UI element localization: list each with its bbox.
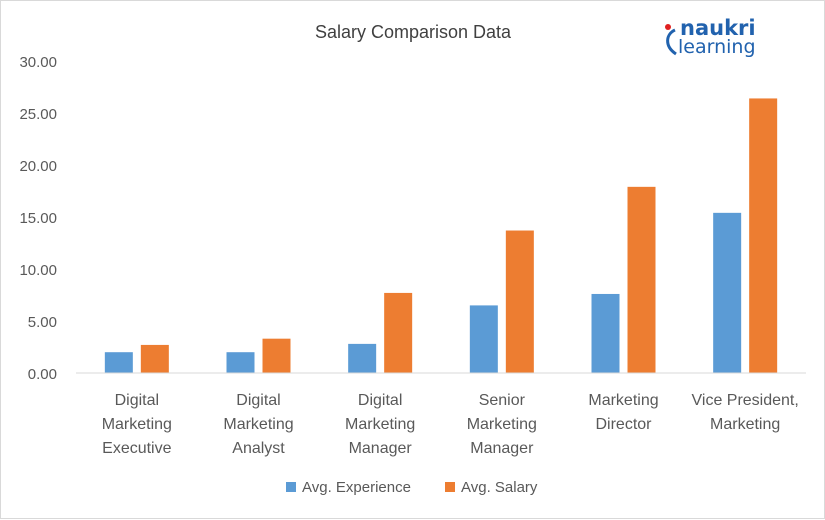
y-tick-label: 25.00 bbox=[19, 106, 57, 123]
y-tick-label: 15.00 bbox=[19, 210, 57, 227]
logo-swoosh-icon bbox=[665, 24, 677, 56]
y-axis: 0.00 5.00 10.00 15.00 20.00 25.00 30.00 bbox=[19, 54, 57, 383]
x-axis: Digital Marketing Executive Digital Marketin… bbox=[76, 372, 806, 457]
x-tick-label: Senior Marketing Manager bbox=[467, 392, 537, 457]
y-tick-label: 20.00 bbox=[19, 158, 57, 175]
x-tick-label: Digital Marketing Analyst bbox=[223, 392, 293, 457]
chart-title: Salary Comparison Data bbox=[315, 22, 512, 42]
bar-experience bbox=[713, 212, 742, 373]
y-tick-label: 10.00 bbox=[19, 262, 57, 279]
bar-salary bbox=[749, 98, 778, 373]
bar-salary bbox=[384, 292, 413, 373]
bar-experience bbox=[348, 343, 377, 373]
legend-label: Avg. Experience bbox=[302, 479, 411, 496]
bar-experience bbox=[591, 293, 620, 373]
bar-experience bbox=[226, 352, 255, 373]
y-tick-label: 30.00 bbox=[19, 54, 57, 71]
x-tick-label: Vice President, Marketing bbox=[692, 392, 799, 433]
bar-salary bbox=[627, 186, 656, 373]
legend-swatch bbox=[286, 482, 296, 492]
y-tick-label: 5.00 bbox=[28, 314, 57, 331]
bar-salary bbox=[140, 344, 169, 373]
legend: Avg. Experience Avg. Salary bbox=[286, 479, 538, 496]
logo-text-naukri: naukri bbox=[680, 16, 756, 40]
legend-swatch bbox=[445, 482, 455, 492]
y-tick-label: 0.00 bbox=[28, 366, 57, 383]
x-tick-label: Digital Marketing Manager bbox=[345, 392, 415, 457]
logo-text-learning: learning bbox=[678, 36, 756, 58]
x-tick-label: Digital Marketing Executive bbox=[102, 392, 172, 457]
legend-label: Avg. Salary bbox=[461, 479, 538, 496]
bar-experience bbox=[469, 305, 498, 373]
x-tick-label: Marketing Director bbox=[588, 392, 658, 433]
bar-experience bbox=[104, 352, 133, 373]
bar-salary bbox=[262, 338, 291, 373]
naukri-learning-logo: naukri learning bbox=[662, 18, 782, 62]
bars bbox=[104, 98, 778, 373]
bar-salary bbox=[505, 230, 534, 373]
